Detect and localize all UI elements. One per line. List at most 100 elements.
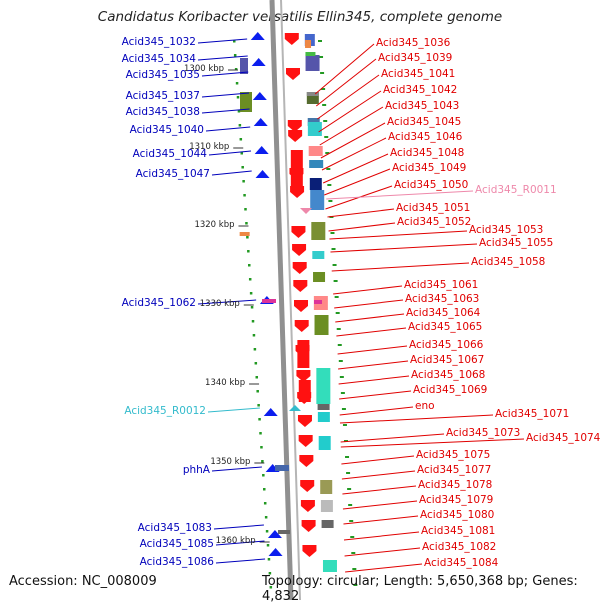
gene-label-acid345_1034[interactable]: Acid345_1034 <box>121 53 196 65</box>
protein-domain-box <box>310 190 325 210</box>
scale-dot <box>331 248 336 250</box>
gene-label-acid345_1042[interactable]: Acid345_1042 <box>383 84 458 96</box>
gene-label-eno[interactable]: eno <box>415 400 435 412</box>
scale-dot <box>234 68 238 71</box>
gene-label-acid345_1052[interactable]: Acid345_1052 <box>397 216 472 228</box>
scale-dot <box>249 292 253 295</box>
gene-label-acid345_1039[interactable]: Acid345_1039 <box>378 52 453 64</box>
gene-label-acid345_1074[interactable]: Acid345_1074 <box>526 432 600 444</box>
gene-label-acid345_1086[interactable]: Acid345_1086 <box>139 556 214 568</box>
scale-label: 1350 kbp <box>210 457 251 467</box>
gene-label-acid345_1079[interactable]: Acid345_1079 <box>419 494 494 506</box>
gene-label-acid345_1084[interactable]: Acid345_1084 <box>424 557 499 569</box>
gene-label-acid345_1041[interactable]: Acid345_1041 <box>381 68 456 80</box>
gene-label-acid345_1038[interactable]: Acid345_1038 <box>125 106 200 118</box>
leader-line <box>342 500 418 510</box>
gene-label-acid345_1053[interactable]: Acid345_1053 <box>469 224 544 236</box>
leader-line <box>215 540 265 546</box>
scale-dot <box>233 54 237 57</box>
gene-label-acid345_r0011[interactable]: Acid345_R0011 <box>475 184 557 196</box>
leader-line <box>340 433 445 443</box>
gene-label-acid345_1055[interactable]: Acid345_1055 <box>479 237 554 249</box>
gene-label-acid345_1082[interactable]: Acid345_1082 <box>422 541 497 553</box>
scale-dot <box>261 460 264 463</box>
gene-label-acid345_1043[interactable]: Acid345_1043 <box>385 100 460 112</box>
scale-dot <box>324 136 329 138</box>
protein-domain-box <box>305 52 316 56</box>
gene-label-acid345_1085[interactable]: Acid345_1085 <box>139 538 214 550</box>
gene-label-acid345_1063[interactable]: Acid345_1063 <box>405 293 480 305</box>
gene-label-acid345_1071[interactable]: Acid345_1071 <box>495 408 570 420</box>
gene-label-acid345_1066[interactable]: Acid345_1066 <box>409 339 484 351</box>
scale-dot <box>257 404 260 407</box>
rna-gene-marker <box>289 405 301 411</box>
scale-dot <box>243 194 246 197</box>
gene-label-acid345_1045[interactable]: Acid345_1045 <box>387 116 462 128</box>
scale-dot <box>339 376 344 378</box>
scale-dot <box>256 390 259 393</box>
gene-label-acid345_1032[interactable]: Acid345_1032 <box>121 36 196 48</box>
gene-label-acid345_1051[interactable]: Acid345_1051 <box>396 202 471 214</box>
scale-dot <box>236 96 240 99</box>
gene-label-acid345_1047[interactable]: Acid345_1047 <box>135 168 210 180</box>
scale-dot <box>344 440 348 442</box>
gene-label-acid345_1044[interactable]: Acid345_1044 <box>132 148 207 160</box>
leader-line <box>211 466 262 472</box>
gene-label-acid345_1073[interactable]: Acid345_1073 <box>446 427 521 439</box>
gene-label-acid345_1036[interactable]: Acid345_1036 <box>376 37 451 49</box>
leader-line <box>201 71 249 77</box>
scale-dot <box>327 184 332 186</box>
gene-label-acid345_1078[interactable]: Acid345_1078 <box>418 479 493 491</box>
scale-dot <box>345 456 350 458</box>
protein-domain-box <box>311 222 326 240</box>
leader-line <box>344 547 421 557</box>
gene-label-acid345_1048[interactable]: Acid345_1048 <box>390 147 465 159</box>
gene-label-acid345_1050[interactable]: Acid345_1050 <box>394 179 469 191</box>
gene-label-acid345_1067[interactable]: Acid345_1067 <box>410 354 485 366</box>
gene-label-acid345_1083[interactable]: Acid345_1083 <box>137 522 212 534</box>
gene-label-acid345_1037[interactable]: Acid345_1037 <box>125 90 200 102</box>
scale-dot <box>352 568 357 570</box>
gene-label-acid345_1064[interactable]: Acid345_1064 <box>406 307 481 319</box>
scale-dot <box>347 488 352 490</box>
gene-label-acid345_1058[interactable]: Acid345_1058 <box>471 256 546 268</box>
scale-dot <box>267 558 271 561</box>
protein-domain-box <box>314 300 323 304</box>
gene-label-acid345_1081[interactable]: Acid345_1081 <box>421 525 496 537</box>
scale-dot <box>259 432 262 435</box>
gene-label-acid345_1075[interactable]: Acid345_1075 <box>416 449 491 461</box>
protein-domain-box <box>275 465 289 471</box>
scale-dot <box>269 586 273 589</box>
leader-line <box>337 345 408 355</box>
scale-dot <box>323 120 328 122</box>
protein-domain-box <box>239 232 250 236</box>
forward-gene-arrow <box>287 120 302 132</box>
gene-label-acid345_1061[interactable]: Acid345_1061 <box>404 279 479 291</box>
gene-label-acid345_1046[interactable]: Acid345_1046 <box>388 131 463 143</box>
gene-label-acid345_1062[interactable]: Acid345_1062 <box>121 297 196 309</box>
gene-label-acid345_1065[interactable]: Acid345_1065 <box>408 321 483 333</box>
gene-label-acid345_1077[interactable]: Acid345_1077 <box>417 464 492 476</box>
gene-label-acid345_1035[interactable]: Acid345_1035 <box>125 69 200 81</box>
scale-dot <box>253 348 257 351</box>
scale-label: 1360 kbp <box>215 536 256 546</box>
scale-dot <box>321 88 326 90</box>
forward-gene-arrow <box>297 415 312 427</box>
gene-label-acid345_1068[interactable]: Acid345_1068 <box>411 369 486 381</box>
scale-dot <box>268 572 272 575</box>
gene-label-acid345_1080[interactable]: Acid345_1080 <box>420 509 495 521</box>
gene-label-acid345_r0012[interactable]: Acid345_R0012 <box>124 405 206 417</box>
leader-line <box>324 168 391 196</box>
scale-dot <box>235 82 239 85</box>
scale-dot <box>248 278 252 281</box>
protein-domain-box <box>305 55 320 71</box>
reverse-gene-arrow <box>252 92 267 100</box>
gene-label-phha[interactable]: phhA <box>182 464 210 476</box>
leader-line <box>342 485 417 495</box>
gene-label-acid345_1069[interactable]: Acid345_1069 <box>413 384 488 396</box>
leader-line <box>318 90 382 133</box>
protein-domain-box <box>307 122 322 136</box>
gene-label-acid345_1049[interactable]: Acid345_1049 <box>392 162 467 174</box>
gene-label-acid345_1040[interactable]: Acid345_1040 <box>129 124 204 136</box>
